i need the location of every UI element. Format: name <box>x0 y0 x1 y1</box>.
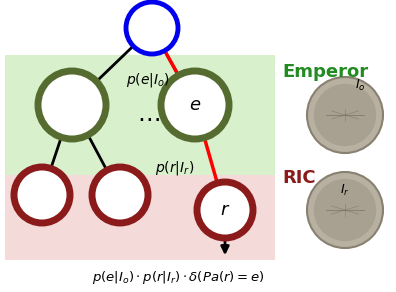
Circle shape <box>92 167 148 223</box>
Circle shape <box>314 179 376 241</box>
Text: $p(e|I_o) \cdot p(r|I_r) \cdot \delta(Pa(r) = e)$: $p(e|I_o) \cdot p(r|I_r) \cdot \delta(Pa… <box>92 270 264 286</box>
Circle shape <box>307 172 383 248</box>
Text: $\cdots$: $\cdots$ <box>137 106 160 130</box>
Text: Emperor: Emperor <box>282 63 368 81</box>
Circle shape <box>307 77 383 153</box>
Text: $I_r$: $I_r$ <box>340 182 350 198</box>
Text: RIC: RIC <box>282 169 316 187</box>
Text: $e$: $e$ <box>189 96 201 114</box>
Circle shape <box>38 71 106 139</box>
Circle shape <box>197 182 253 238</box>
Text: $r$: $r$ <box>220 201 230 219</box>
Circle shape <box>14 167 70 223</box>
Circle shape <box>314 84 376 146</box>
Text: $p(e|I_o)$: $p(e|I_o)$ <box>126 71 170 89</box>
Text: $I_o$: $I_o$ <box>355 77 366 93</box>
Circle shape <box>161 71 229 139</box>
Circle shape <box>126 2 178 54</box>
Text: $p(r|I_r)$: $p(r|I_r)$ <box>155 159 195 177</box>
Bar <box>5 175 275 260</box>
Bar <box>5 55 275 175</box>
